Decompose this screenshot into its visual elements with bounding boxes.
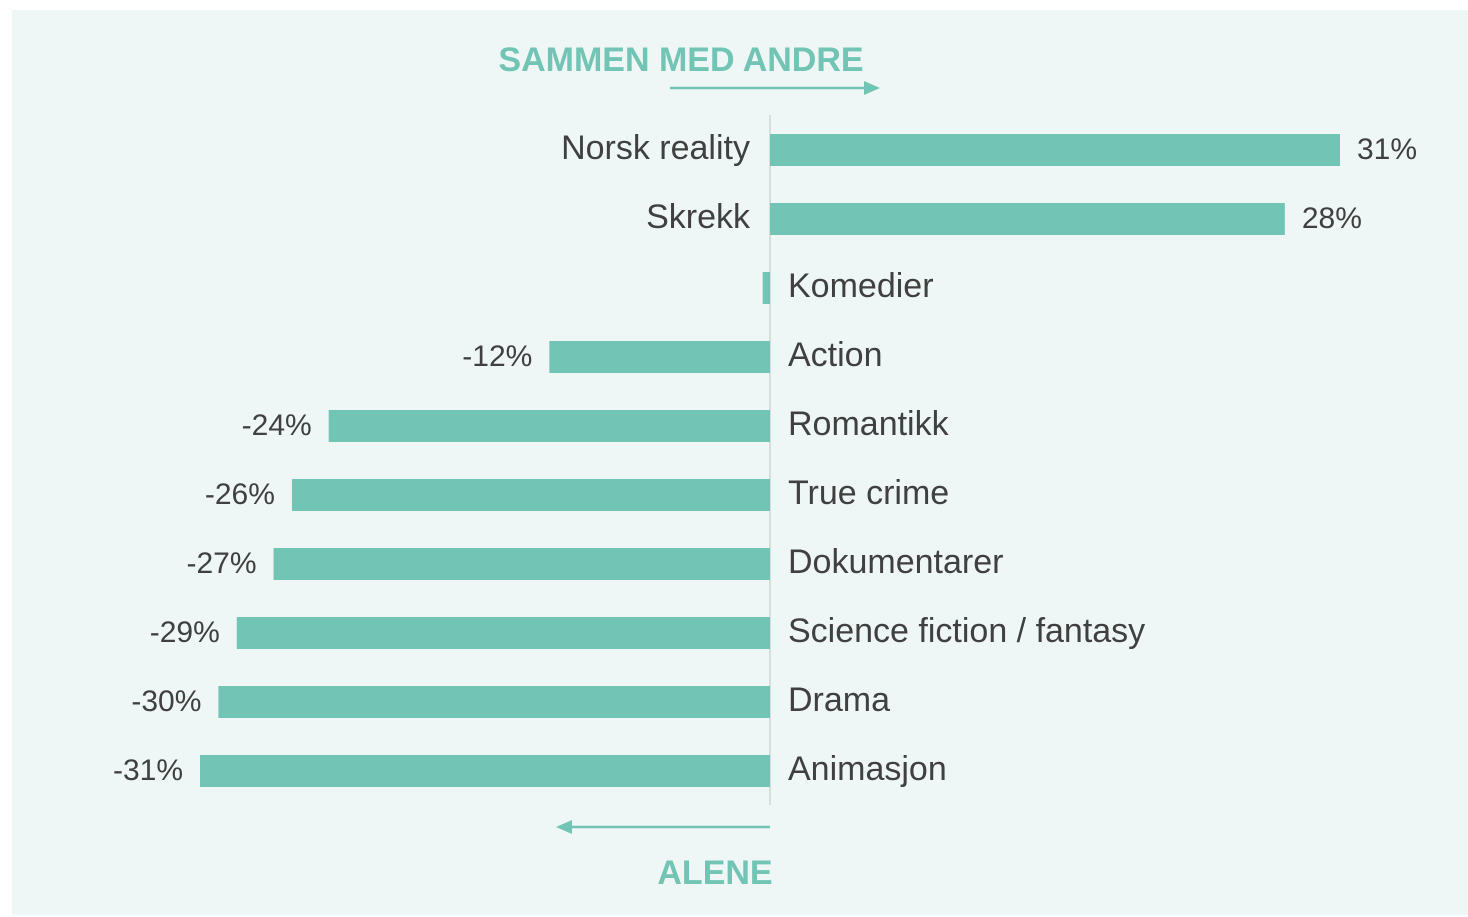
category-label: Skrekk [646,198,751,236]
bar [762,272,770,304]
category-label: Dokumentarer [788,543,1003,581]
value-label: -31% [113,754,183,787]
bar [236,617,771,649]
bar [770,203,1285,235]
category-label: Drama [788,681,890,719]
bar [273,548,770,580]
arrow-head [556,820,572,834]
category-label: Komedier [788,267,934,305]
bar [218,686,771,718]
annotation-bottom: ALENE [657,854,772,892]
value-label: -12% [462,340,532,373]
bar [328,410,770,442]
value-label: -30% [131,685,201,718]
annotation-top: SAMMEN MED ANDRE [498,41,863,79]
category-label: Romantikk [788,405,950,443]
category-label: Norsk reality [561,129,750,167]
value-label: 31% [1357,133,1417,166]
category-label: Action [788,336,883,374]
category-label: Science fiction / fantasy [788,612,1145,650]
arrow-head [864,81,880,95]
value-label: -29% [150,616,220,649]
value-label: -26% [205,478,275,511]
category-label: True crime [788,474,949,512]
bar [770,134,1340,166]
category-label: Animasjon [788,750,947,788]
bar [291,479,770,511]
value-label: -24% [242,409,312,442]
bar [549,341,770,373]
bar [200,755,770,787]
value-label: -27% [187,547,257,580]
value-label: 28% [1302,202,1362,235]
